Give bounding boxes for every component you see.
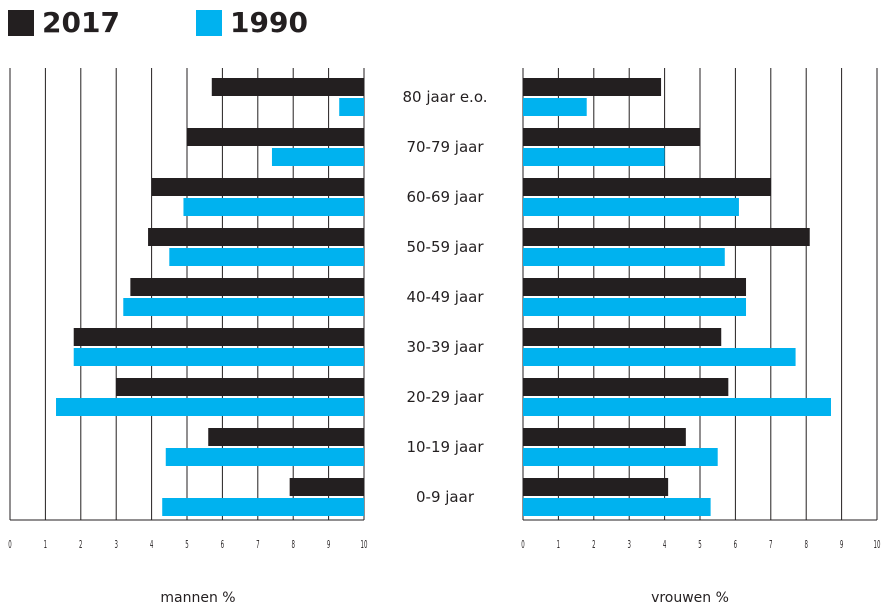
mannen-bar-1990 (183, 198, 364, 216)
right-axis-caption: vrouwen % (651, 590, 729, 606)
mannen-bar-2017 (151, 178, 364, 196)
mannen-bar-2017 (73, 328, 364, 346)
mannen-tick-label: 0 (8, 539, 11, 551)
vrouwen-tick-label: 4 (663, 539, 666, 551)
mannen-bar-1990 (162, 498, 364, 516)
vrouwen-tick-label: 8 (804, 539, 807, 551)
age-group-label: 60-69 jaar (406, 188, 484, 206)
vrouwen-bar-2017 (523, 328, 722, 346)
mannen-tick-label: 7 (256, 539, 259, 551)
mannen-bar-2017 (208, 428, 364, 446)
mannen-bar-2017 (211, 78, 364, 96)
mannen-bar-2017 (116, 378, 364, 396)
vrouwen-bar-2017 (523, 428, 686, 446)
age-group-label: 30-39 jaar (406, 338, 484, 356)
vrouwen-bar-1990 (523, 498, 711, 516)
mannen-bar-1990 (339, 98, 364, 116)
vrouwen-bar-1990 (523, 298, 747, 316)
mannen-bar-2017 (130, 278, 364, 296)
mannen-bar-1990 (56, 398, 365, 416)
mannen-bar-1990 (165, 448, 364, 466)
mannen-bar-2017 (148, 228, 364, 246)
mannen-tick-label: 1 (44, 539, 47, 551)
age-group-label: 50-59 jaar (406, 238, 484, 256)
age-group-label: 70-79 jaar (406, 138, 484, 156)
vrouwen-bar-1990 (523, 398, 831, 416)
vrouwen-bar-1990 (523, 448, 718, 466)
age-group-label: 0-9 jaar (416, 488, 475, 506)
vrouwen-tick-label: 10 (874, 539, 881, 551)
vrouwen-bar-1990 (523, 348, 796, 366)
vrouwen-bar-1990 (523, 248, 725, 266)
vrouwen-tick-label: 2 (592, 539, 595, 551)
mannen-bar-2017 (187, 128, 364, 146)
vrouwen-bar-2017 (523, 278, 747, 296)
vrouwen-bar-2017 (523, 128, 700, 146)
mannen-tick-label: 5 (185, 539, 188, 551)
legend-item-1990: 1990 (196, 6, 308, 39)
vrouwen-bar-1990 (523, 198, 739, 216)
vrouwen-tick-label: 0 (521, 539, 524, 551)
vrouwen-tick-label: 1 (557, 539, 560, 551)
mannen-tick-label: 2 (79, 539, 82, 551)
age-group-label: 20-29 jaar (406, 388, 484, 406)
vrouwen-tick-label: 6 (734, 539, 737, 551)
vrouwen-tick-label: 3 (627, 539, 630, 551)
age-group-label: 80 jaar e.o. (402, 88, 487, 106)
vrouwen-bar-1990 (523, 98, 587, 116)
mannen-tick-label: 3 (114, 539, 117, 551)
vrouwen-bar-2017 (523, 78, 662, 96)
mannen-tick-label: 10 (361, 539, 368, 551)
legend-label-1990: 1990 (230, 6, 308, 39)
legend-swatch-2017 (8, 9, 34, 36)
mannen-bar-1990 (123, 298, 364, 316)
vrouwen-bar-1990 (523, 148, 665, 166)
mannen-tick-label: 9 (327, 539, 330, 551)
mannen-tick-label: 8 (291, 539, 294, 551)
vrouwen-bar-2017 (523, 378, 729, 396)
vrouwen-bar-2017 (523, 178, 771, 196)
vrouwen-bar-2017 (523, 478, 669, 496)
mannen-tick-label: 6 (221, 539, 224, 551)
left-axis-caption: mannen % (160, 590, 236, 606)
vrouwen-bar-2017 (523, 228, 810, 246)
vrouwen-tick-label: 7 (769, 539, 772, 551)
legend-label-2017: 2017 (42, 6, 120, 39)
age-group-label: 40-49 jaar (406, 288, 484, 306)
age-group-label: 10-19 jaar (406, 438, 484, 456)
mannen-tick-label: 4 (150, 539, 153, 551)
legend-item-2017: 2017 (8, 6, 120, 39)
vrouwen-tick-label: 9 (840, 539, 843, 551)
mannen-bar-2017 (289, 478, 364, 496)
mannen-bar-1990 (169, 248, 364, 266)
mannen-bar-1990 (73, 348, 364, 366)
legend-swatch-1990 (196, 9, 222, 36)
vrouwen-tick-label: 5 (698, 539, 701, 551)
mannen-bar-1990 (271, 148, 364, 166)
